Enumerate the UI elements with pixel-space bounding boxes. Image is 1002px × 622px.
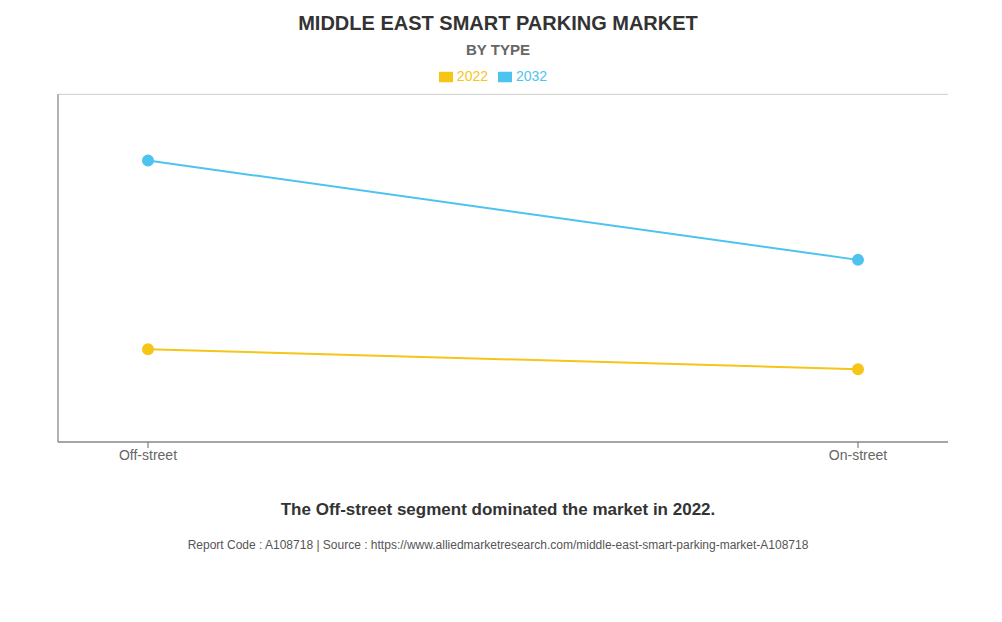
html-text:2022: 2022	[456, 68, 488, 84]
svg-text:Off-street: Off-street	[119, 447, 177, 463]
html-text:BY TYPE: BY TYPE	[466, 41, 530, 58]
svg-text:On-street: On-street	[829, 447, 887, 463]
html-text:2032: 2032	[516, 68, 548, 84]
html-text:Report Code : A108718 | Source: Report Code : A108718 | Source : https:/…	[187, 538, 809, 552]
html-text:The Off-street segment dominat: The Off-street segment dominated the mar…	[280, 500, 716, 519]
html-text:MIDDLE EAST SMART PARKING MARK: MIDDLE EAST SMART PARKING MARKET	[298, 12, 698, 34]
